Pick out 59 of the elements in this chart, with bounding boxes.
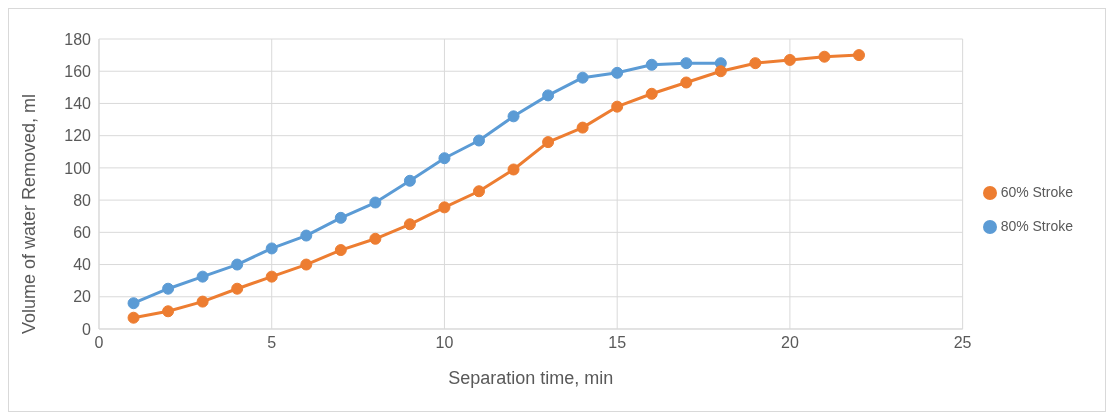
point [265,242,278,255]
point [403,174,416,187]
point [300,229,313,242]
point [196,295,209,308]
point [611,66,624,79]
y-tick-label: 40 [73,256,92,274]
point [231,258,244,271]
x-tick-label: 10 [435,334,454,352]
point [507,110,520,123]
point [645,58,658,71]
point [542,89,555,102]
point [265,270,278,283]
y-axis-title: Volume of water Removed, ml [19,93,40,334]
y-tick-label: 100 [64,159,92,177]
point [714,65,727,78]
point [369,232,382,245]
point [576,121,589,134]
point [300,258,313,271]
point [680,57,693,70]
point [645,87,658,100]
point [127,311,140,324]
point [473,134,485,147]
y-tick-label: 0 [82,320,92,338]
point [852,49,865,62]
x-tick-label: 5 [267,334,277,352]
point [542,136,555,149]
point [818,50,831,63]
point [334,211,347,224]
point [127,297,140,310]
x-tick-label: 25 [953,334,972,352]
point [369,196,382,209]
y-tick-label: 120 [64,127,92,145]
point [576,71,589,84]
x-tick-label: 15 [608,334,627,352]
legend-label: 80% Stroke [1000,218,1073,234]
y-tick-label: 140 [64,95,92,113]
point [473,185,485,198]
point [611,100,624,113]
legend-label: 60% Stroke [1000,184,1073,200]
y-tick-label: 160 [64,62,92,80]
y-tick-label: 20 [73,288,92,306]
point [196,270,209,283]
point [680,76,693,89]
point [162,282,175,295]
point [334,244,347,257]
point [438,152,451,165]
x-tick-label: 0 [94,334,104,352]
x-tick-label: 20 [781,334,799,352]
point [231,282,244,295]
y-tick-label: 80 [73,191,92,209]
x-axis-title: Separation time, min [448,368,614,388]
point [162,305,175,318]
point [438,201,451,214]
y-tick-label: 180 [64,30,92,48]
point [403,218,416,231]
point [783,53,796,66]
point [507,163,520,176]
point [749,57,762,70]
y-tick-label: 60 [73,224,92,242]
